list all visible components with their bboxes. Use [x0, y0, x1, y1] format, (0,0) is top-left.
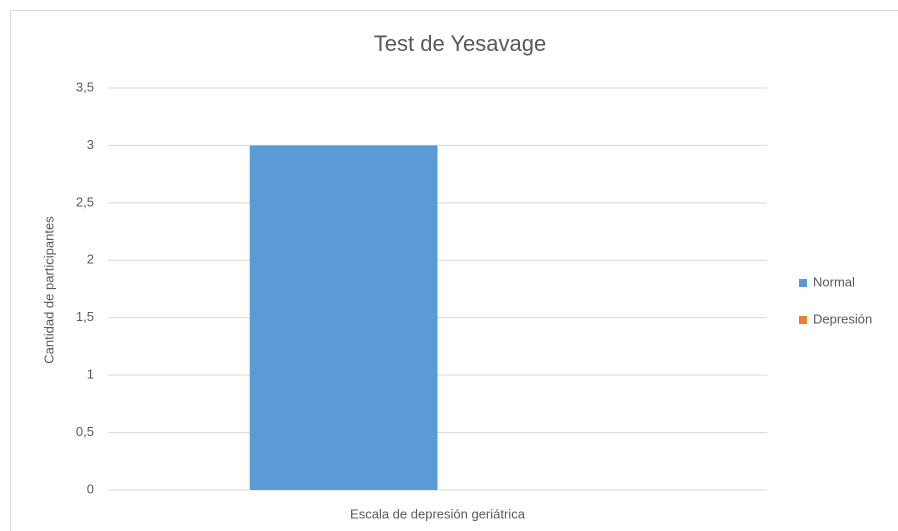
y-tick-label: 2 [87, 252, 94, 267]
bar [249, 145, 438, 490]
y-tick-label: 3 [87, 137, 94, 152]
legend-label: Normal [813, 274, 855, 289]
x-tick-label: Escala de depresión geriátrica [350, 506, 526, 521]
chart-border [10, 10, 898, 531]
y-axis-label: Cantidad de participantes [41, 216, 56, 364]
y-tick-label: 0 [87, 481, 94, 496]
chart-title: Test de Yesavage [374, 31, 546, 56]
y-tick-label: 1,5 [76, 309, 94, 324]
y-tick-label: 3,5 [76, 79, 94, 94]
y-tick-label: 0,5 [76, 424, 94, 439]
legend-label: Depresión [813, 311, 872, 326]
y-tick-label: 1 [87, 367, 94, 382]
y-tick-label: 2,5 [76, 194, 94, 209]
legend-swatch [799, 279, 807, 287]
legend-swatch [799, 316, 807, 324]
